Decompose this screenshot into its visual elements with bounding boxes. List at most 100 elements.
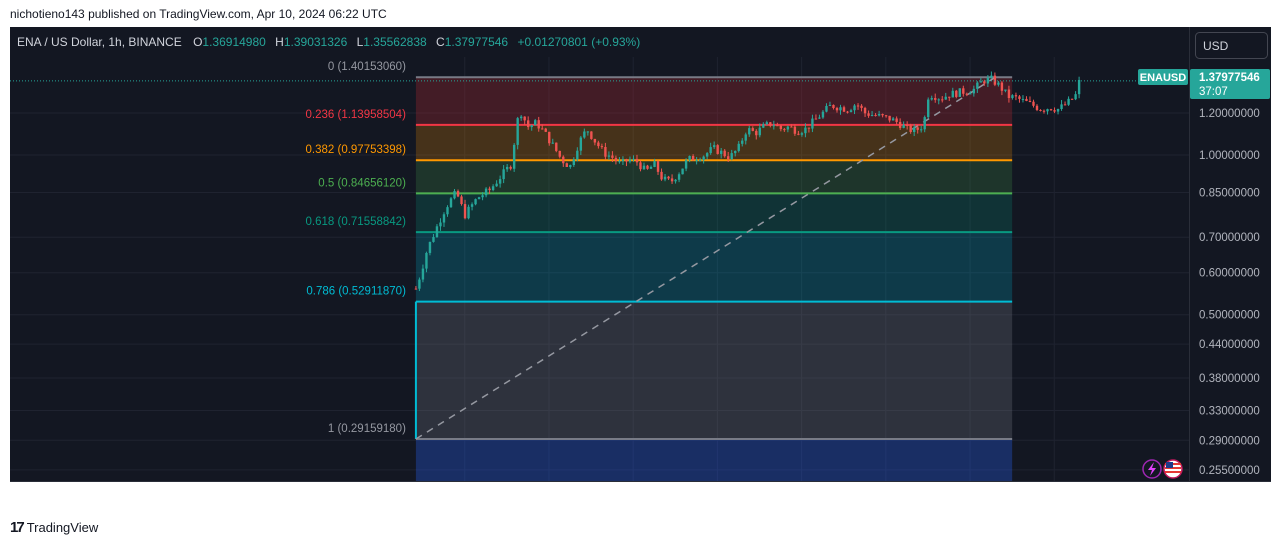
chart-canvas[interactable]: 0 (1.40153060) 0.236 (1.13958504) 0.382 (0…	[10, 27, 1271, 481]
candle-body	[895, 118, 898, 122]
candle-body	[772, 125, 776, 127]
candle-body	[481, 195, 484, 198]
candle-body	[734, 150, 737, 154]
candle-body	[572, 159, 576, 166]
candle-body	[639, 162, 642, 170]
candle-body	[919, 129, 923, 131]
candle-body	[621, 159, 625, 162]
candle-body	[611, 155, 614, 158]
candle-body	[555, 142, 558, 151]
candle-body	[755, 130, 758, 136]
candle-body	[716, 145, 719, 154]
fib-zone-0.5	[415, 193, 1013, 233]
candle-body	[474, 199, 477, 205]
candle-body	[723, 150, 726, 157]
candle-body	[1067, 98, 1070, 105]
price-tick-label: 0.70000000	[1199, 232, 1260, 244]
candle-body	[663, 176, 667, 180]
candle-body	[498, 179, 502, 184]
candle-body	[730, 153, 733, 160]
candle-body	[1028, 100, 1032, 102]
candle-body	[414, 288, 418, 290]
fib-zone-1	[415, 438, 1013, 481]
bar-countdown: 37:07	[1199, 86, 1228, 98]
candle-body	[744, 134, 747, 141]
candle-body	[937, 99, 940, 101]
candle-body	[776, 125, 779, 127]
high-value: 1.39031326	[284, 35, 348, 49]
candle-body	[912, 127, 916, 133]
price-tick-label: 1.20000000	[1199, 108, 1260, 120]
candle-body	[467, 206, 470, 219]
candle-body	[797, 133, 800, 135]
candle-body	[593, 138, 597, 143]
candle-body	[460, 196, 463, 205]
tradingview-wordmark: TradingView	[26, 520, 99, 535]
candle-body	[751, 128, 754, 131]
candle-body	[516, 118, 519, 145]
candle-body	[870, 114, 874, 116]
candle-body	[614, 157, 618, 162]
candle-body	[807, 127, 811, 129]
fib-zone-0.786	[415, 301, 1013, 439]
candle-body	[649, 166, 653, 169]
candle-body	[874, 114, 877, 116]
fib-trendline[interactable]	[415, 76, 996, 440]
price-axis: 1.20000000 1.00000000 0.85000000 0.70000000…	[1199, 108, 1260, 477]
candle-body	[537, 120, 540, 129]
candle-body	[428, 241, 432, 253]
candle-body	[586, 131, 590, 133]
candle-body	[769, 122, 772, 126]
candle-body	[1063, 104, 1067, 106]
price-tick-label: 0.29000000	[1199, 435, 1260, 447]
us-flag-icon[interactable]	[1163, 459, 1183, 479]
candle-body	[1049, 109, 1053, 111]
lightning-icon[interactable]	[1142, 459, 1162, 479]
candle-body	[463, 204, 467, 219]
candle-body	[916, 127, 919, 130]
candle-body	[888, 115, 891, 121]
fibonacci-retracement: 0 (1.40153060) 0.236 (1.13958504) 0.382 (0…	[306, 61, 1013, 481]
candle-body	[835, 108, 839, 111]
currency-button[interactable]: USD	[1195, 32, 1268, 59]
candle-body	[435, 226, 439, 238]
symbol-title: ENA / US Dollar, 1h, BINANCE	[17, 35, 182, 49]
candle-body	[509, 166, 512, 169]
low-label: L	[357, 35, 364, 49]
candle-body	[453, 191, 456, 199]
candle-body	[512, 144, 516, 169]
publish-attribution: nichotieno143 published on TradingView.c…	[10, 7, 387, 21]
candle-body	[786, 126, 790, 130]
candle-body	[719, 150, 723, 154]
candle-body	[902, 124, 905, 128]
candle-body	[1025, 98, 1028, 101]
candle-body	[526, 120, 530, 128]
tradingview-logo[interactable]: 17 TradingView	[10, 519, 98, 536]
candle-body	[958, 88, 961, 97]
candle-body	[470, 204, 474, 207]
candle-body	[684, 160, 688, 169]
candle-body	[979, 81, 983, 83]
candle-body	[891, 118, 895, 121]
candle-series	[414, 71, 1081, 292]
candle-body	[923, 117, 926, 130]
chart-bottom-border	[10, 481, 1271, 482]
candle-body	[793, 126, 797, 134]
fib-zone-0	[415, 77, 1013, 125]
candle-body	[439, 222, 442, 227]
change-value: +0.01270801 (+0.93%)	[517, 35, 640, 49]
candle-body	[800, 133, 804, 135]
candle-body	[656, 161, 660, 172]
price-tick-label: 0.38000000	[1199, 373, 1260, 385]
candle-body	[762, 124, 765, 128]
candle-body	[1074, 94, 1077, 100]
candle-body	[983, 81, 986, 84]
candle-body	[727, 156, 730, 160]
candle-body	[670, 178, 674, 182]
price-tick-label: 0.44000000	[1199, 339, 1260, 351]
candle-body	[898, 121, 902, 128]
candle-body	[1007, 89, 1011, 99]
candle-body	[1004, 89, 1007, 91]
price-tick-label: 0.33000000	[1199, 405, 1260, 417]
candle-body	[604, 146, 607, 157]
